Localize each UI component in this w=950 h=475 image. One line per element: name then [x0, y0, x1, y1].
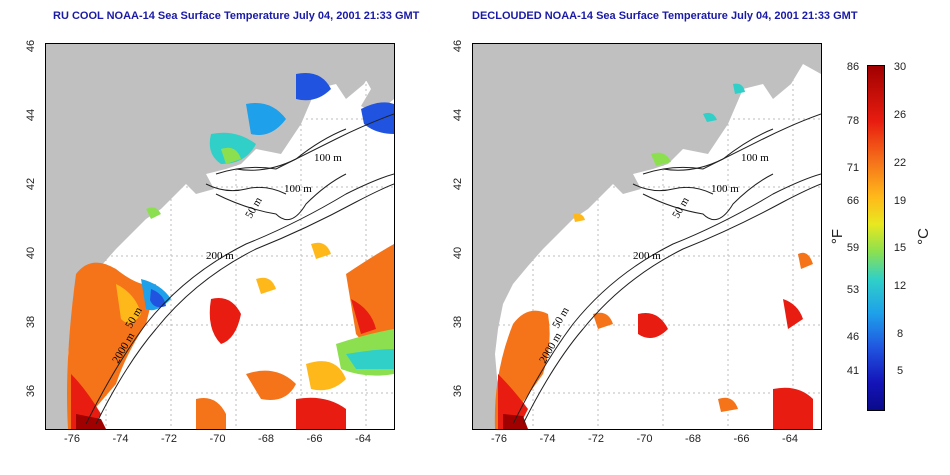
land-mass — [46, 44, 394, 429]
isobath-label: 100 m — [314, 152, 342, 164]
x-tick-label: -74 — [539, 433, 556, 445]
x-tick-label: -66 — [733, 433, 750, 445]
isobath-contours — [512, 113, 821, 425]
isobath-label: 50 m — [670, 195, 692, 221]
x-tick-label: -70 — [636, 433, 653, 445]
colorbar-fahrenheit-tick: 78 — [846, 115, 860, 127]
right-map-canvas: 100 m 100 m 50 m 200 m 50 m 2000 m — [473, 44, 821, 429]
left-map-canvas: 100 m 100 m 50 m 200 m 50 m 2000 m — [46, 44, 394, 429]
y-tick-label: 42 — [25, 177, 38, 191]
y-tick-label: 40 — [452, 246, 465, 260]
lat-lon-grid — [473, 44, 821, 429]
y-tick-label: 38 — [25, 315, 38, 329]
right-map-title: DECLOUDED NOAA-14 Sea Surface Temperatur… — [472, 10, 858, 22]
left-sst-map: 100 m 100 m 50 m 200 m 50 m 2000 m — [45, 43, 395, 430]
y-tick-label: 40 — [25, 246, 38, 260]
colorbar-fahrenheit-tick: 53 — [846, 284, 860, 296]
isobath-label: 100 m — [711, 183, 739, 195]
sst-patches — [67, 73, 394, 429]
y-tick-label: 36 — [25, 384, 38, 398]
right-sst-map: 100 m 100 m 50 m 200 m 50 m 2000 m — [472, 43, 822, 430]
x-tick-label: -72 — [588, 433, 604, 445]
colorbar-celsius-tick: 19 — [893, 195, 907, 207]
colorbar-fahrenheit-tick: 46 — [846, 331, 860, 343]
sst-patches — [494, 83, 813, 429]
isobath-label: 50 m — [550, 305, 572, 331]
colorbar-fahrenheit-tick: 86 — [846, 61, 860, 73]
y-tick-label: 46 — [25, 39, 38, 53]
colorbar-fahrenheit-tick: 71 — [846, 162, 860, 174]
colorbar-fahrenheit-tick: 59 — [846, 242, 860, 254]
land-mass — [473, 44, 821, 429]
y-tick-label: 38 — [452, 315, 465, 329]
fahrenheit-unit-label: °F — [829, 228, 847, 245]
isobath-contours — [85, 113, 394, 425]
x-tick-label: -64 — [355, 433, 371, 445]
x-tick-label: -68 — [258, 433, 274, 445]
colorbar-celsius-tick: 8 — [896, 328, 904, 340]
y-tick-label: 36 — [452, 384, 465, 398]
colorbar-celsius-tick: 5 — [896, 365, 904, 377]
colorbar-fahrenheit-tick: 41 — [846, 365, 860, 377]
colorbar-celsius-tick: 26 — [893, 109, 907, 121]
y-tick-label: 44 — [25, 108, 38, 122]
x-tick-label: -72 — [161, 433, 177, 445]
x-tick-label: -66 — [306, 433, 323, 445]
colorbar-celsius-tick: 15 — [893, 242, 907, 254]
isobath-label: 100 m — [284, 183, 312, 195]
isobath-label: 200 m — [206, 250, 234, 262]
x-tick-label: -70 — [209, 433, 226, 445]
x-tick-label: -74 — [112, 433, 129, 445]
isobath-label: 50 m — [243, 195, 265, 221]
left-map-title: RU COOL NOAA-14 Sea Surface Temperature … — [53, 10, 420, 22]
x-tick-label: -76 — [491, 433, 507, 445]
celsius-unit-label: °C — [914, 228, 932, 245]
temperature-colorbar — [867, 65, 885, 411]
x-tick-label: -64 — [782, 433, 798, 445]
colorbar-celsius-tick: 30 — [893, 61, 907, 73]
y-tick-label: 44 — [452, 108, 465, 122]
nova-scotia-land — [346, 44, 394, 114]
colorbar-celsius-tick: 12 — [893, 280, 907, 292]
isobath-label: 100 m — [741, 152, 769, 164]
colorbar-fahrenheit-tick: 66 — [846, 195, 860, 207]
y-tick-label: 46 — [452, 39, 465, 53]
x-tick-label: -68 — [685, 433, 701, 445]
isobath-label: 200 m — [633, 250, 661, 262]
colorbar-celsius-tick: 22 — [893, 157, 907, 169]
x-tick-label: -76 — [64, 433, 80, 445]
y-tick-label: 42 — [452, 177, 465, 191]
